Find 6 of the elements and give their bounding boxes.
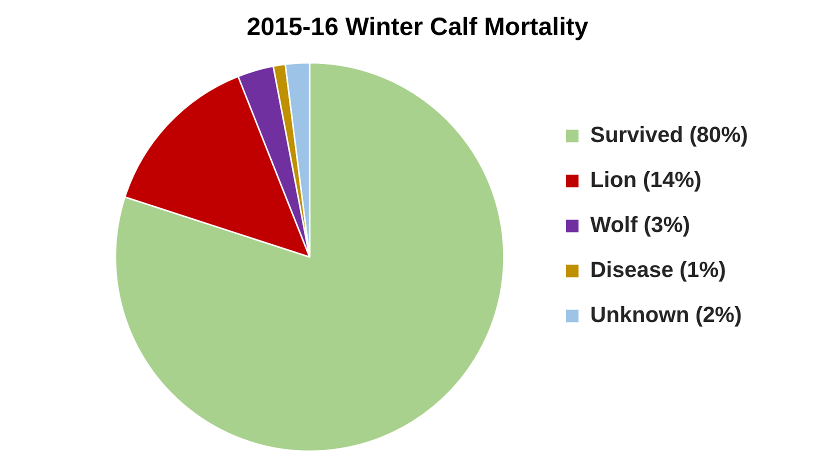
chart-title: 2015-16 Winter Calf Mortality	[246, 12, 588, 41]
legend-label: Disease (1%)	[590, 257, 726, 282]
legend-label: Wolf (3%)	[590, 212, 690, 238]
legend-label: Survived (80%)	[590, 122, 748, 148]
legend-label: Unknown (2%)	[590, 302, 742, 328]
legend-label: Lion (14%)	[590, 167, 702, 192]
